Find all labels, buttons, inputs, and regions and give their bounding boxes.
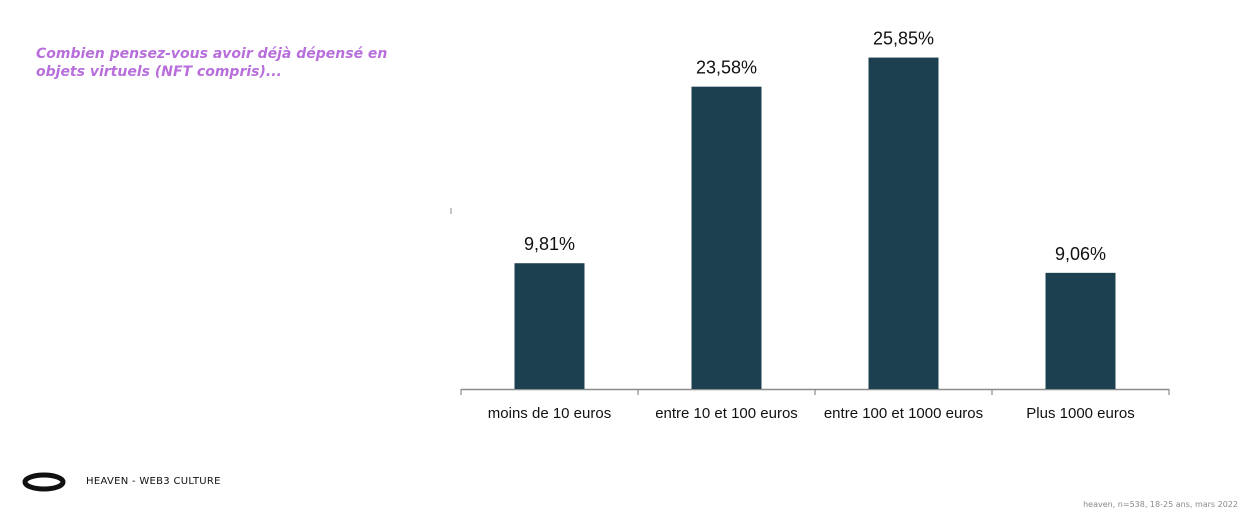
source-note: heaven, n=538, 18-25 ans, mars 2022 xyxy=(1083,500,1238,509)
x-tick-label: entre 100 et 1000 euros xyxy=(824,405,983,422)
bar xyxy=(868,57,939,389)
brand-label: HEAVEN - WEB3 CULTURE xyxy=(86,476,221,487)
data-label: 9,06% xyxy=(1055,244,1106,264)
bar xyxy=(691,86,762,389)
bar xyxy=(514,263,585,389)
ring-logo-icon xyxy=(22,472,66,492)
question-title: Combien pensez-vous avoir déjà dépensé e… xyxy=(36,46,388,80)
x-tick-label: entre 10 et 100 euros xyxy=(655,405,798,422)
x-tick-label: moins de 10 euros xyxy=(488,405,611,422)
x-tick-label: Plus 1000 euros xyxy=(1026,405,1134,422)
data-label: 9,81% xyxy=(524,234,575,254)
data-label: 23,58% xyxy=(696,58,757,78)
data-label: 25,85% xyxy=(873,29,934,49)
bar xyxy=(1045,272,1116,389)
